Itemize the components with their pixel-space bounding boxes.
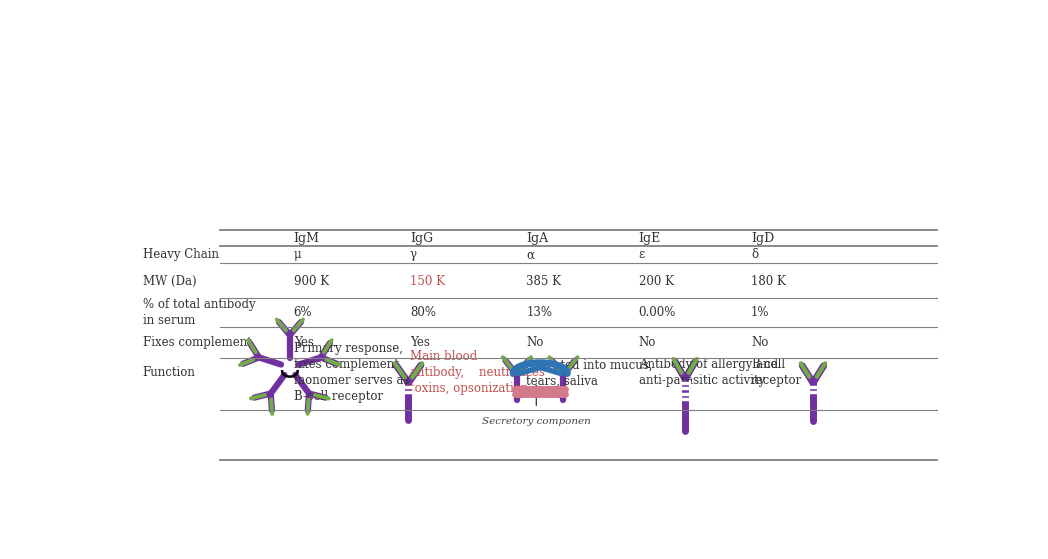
Text: % of total antibody
in serum: % of total antibody in serum [143,298,256,327]
Text: 150 K: 150 K [410,274,445,288]
Text: IgG: IgG [410,233,433,245]
Text: IgE: IgE [638,233,661,245]
Text: α: α [526,248,534,262]
Text: Yes: Yes [410,337,430,349]
Text: 13%: 13% [526,306,552,319]
Text: 80%: 80% [410,306,436,319]
Text: Secreted into mucus,
tears, saliva: Secreted into mucus, tears, saliva [526,358,653,387]
Text: IgA: IgA [526,233,548,245]
Text: No: No [638,337,656,349]
Text: Function: Function [143,366,196,379]
Text: Primary response,
fixes complement
monomer serves as
B-cell receptor: Primary response, fixes complement monom… [293,342,409,403]
Text: B-cell
receptor: B-cell receptor [751,358,803,387]
Text: Heavy Chain: Heavy Chain [143,248,219,262]
Text: 180 K: 180 K [751,274,786,288]
Text: ε: ε [638,248,645,262]
Text: 1%: 1% [751,306,769,319]
Text: No: No [526,337,544,349]
Text: Fixes complement: Fixes complement [143,337,252,349]
Text: Yes: Yes [293,337,313,349]
Text: 6%: 6% [293,306,312,319]
Text: IgM: IgM [293,233,320,245]
Text: 0.00%: 0.00% [638,306,676,319]
Text: 385 K: 385 K [526,274,562,288]
Text: Secretory componen: Secretory componen [482,418,591,427]
Text: γ: γ [410,248,417,262]
Text: μ: μ [293,248,302,262]
Text: Main blood
antibody,    neutralizes
toxins, opsonization: Main blood antibody, neutralizes toxins,… [410,350,545,395]
Text: δ: δ [751,248,758,262]
Text: IgD: IgD [751,233,774,245]
Text: MW (Da): MW (Da) [143,274,196,288]
Text: 900 K: 900 K [293,274,329,288]
Text: Antibody of allergy and
anti-parasitic activity: Antibody of allergy and anti-parasitic a… [638,358,778,387]
Text: No: No [751,337,768,349]
Text: 200 K: 200 K [638,274,674,288]
